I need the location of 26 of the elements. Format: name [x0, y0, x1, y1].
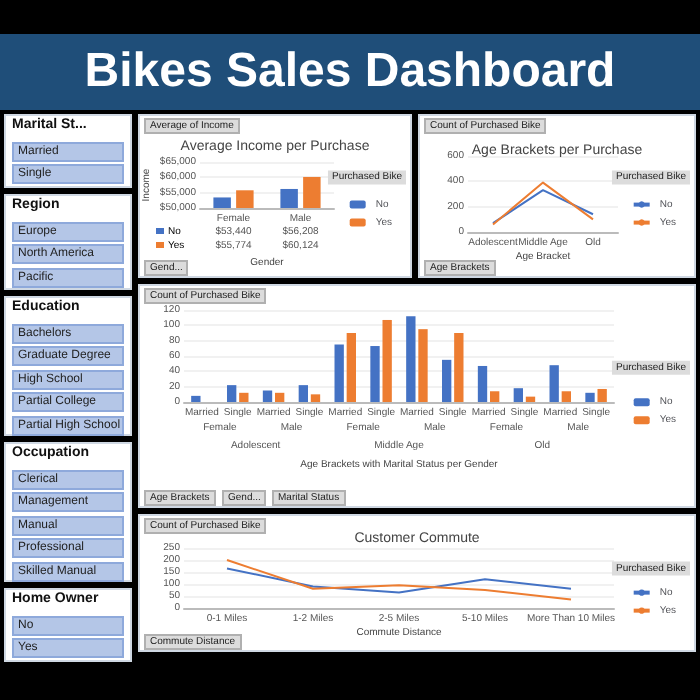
bar — [310, 394, 321, 402]
bar — [298, 385, 309, 402]
bar — [418, 329, 428, 402]
bar — [561, 391, 571, 402]
line-series — [226, 567, 572, 594]
bar — [191, 395, 201, 402]
bar — [477, 365, 488, 402]
bar — [597, 388, 607, 402]
bar — [489, 391, 500, 402]
bar — [454, 333, 464, 402]
bar — [334, 344, 344, 402]
bar — [382, 319, 392, 402]
bar — [239, 392, 249, 402]
bar — [370, 346, 380, 402]
bar — [585, 392, 595, 402]
bar — [262, 390, 273, 402]
bar — [227, 385, 237, 402]
bar — [346, 333, 356, 402]
text: Bikes Sales Dashboard — [0, 34, 700, 110]
bar — [442, 359, 452, 402]
bar — [525, 396, 536, 402]
bar — [549, 365, 559, 402]
line-series — [226, 559, 572, 601]
bar — [406, 316, 416, 402]
bar — [274, 392, 285, 402]
bar — [513, 388, 524, 402]
